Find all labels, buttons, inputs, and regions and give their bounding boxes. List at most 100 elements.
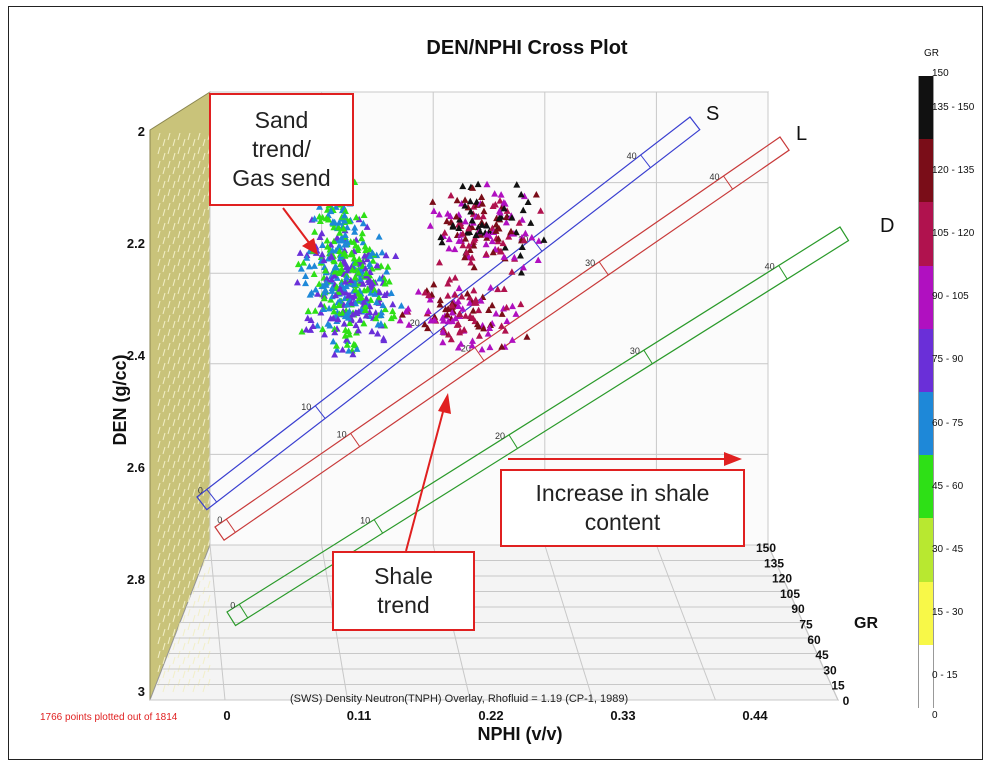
data-point: [335, 219, 343, 226]
x-tick-label: 0.22: [478, 708, 503, 723]
wall-hatch-mark: [167, 524, 171, 533]
wall-hatch-mark: [197, 412, 201, 421]
data-point: [336, 247, 344, 255]
shale-arrow: [405, 407, 445, 552]
lithology-tick-label: 10: [301, 402, 311, 412]
shale-content-line-2: content: [584, 509, 661, 535]
data-point: [454, 302, 462, 309]
data-point: [376, 288, 384, 296]
data-point: [508, 214, 516, 221]
wall-hatch-mark: [167, 622, 171, 631]
data-point: [336, 285, 344, 292]
data-point: [352, 321, 360, 329]
wall-hatch-mark: [157, 286, 161, 295]
wall-hatch-mark: [197, 160, 201, 169]
data-point: [374, 320, 382, 328]
wall-hatch-mark: [182, 404, 186, 413]
data-point: [482, 240, 490, 248]
data-point: [366, 268, 374, 276]
wall-hatch-mark: [182, 236, 186, 245]
data-point: [439, 338, 447, 346]
wall-hatch-mark: [172, 292, 176, 301]
wall-hatch-mark: [182, 320, 186, 329]
wall-hatch-mark: [192, 684, 196, 693]
wall-hatch-mark: [177, 328, 181, 337]
wall-hatch-mark: [197, 566, 201, 575]
data-point: [470, 203, 478, 210]
wall-hatch-mark: [192, 670, 196, 679]
data-point: [319, 325, 327, 333]
data-point: [469, 314, 477, 321]
data-point: [302, 279, 310, 287]
data-point: [351, 224, 359, 231]
wall-hatch-mark: [172, 222, 176, 231]
wall-hatch-mark: [197, 244, 201, 253]
wall-hatch-mark: [177, 538, 181, 547]
wall-hatch-mark: [172, 684, 176, 693]
data-point: [421, 289, 429, 296]
wall-hatch-mark: [172, 418, 176, 427]
data-point: [470, 241, 478, 249]
wall-hatch-mark: [172, 558, 176, 567]
legend-bin-label: 45 - 60: [932, 480, 964, 492]
wall-hatch-mark: [162, 320, 166, 329]
data-point: [348, 249, 356, 257]
wall-hatch-mark: [172, 502, 176, 511]
wall-hatch-mark: [177, 524, 181, 533]
data-point: [519, 263, 527, 271]
data-point: [332, 342, 340, 349]
wall-hatch-mark: [157, 174, 161, 183]
data-point: [444, 279, 452, 287]
data-point: [387, 289, 395, 297]
wall-hatch-mark: [182, 194, 186, 203]
data-point: [359, 280, 367, 287]
wall-hatch-mark: [182, 222, 186, 231]
data-point: [466, 293, 474, 301]
data-point: [486, 324, 494, 331]
wall-hatch-mark: [162, 684, 166, 693]
wall-hatch-mark: [202, 418, 206, 427]
wall-hatch-mark: [157, 454, 161, 463]
data-point: [503, 303, 511, 311]
wall-hatch-mark: [172, 670, 176, 679]
data-point: [383, 267, 391, 275]
data-point: [360, 319, 368, 327]
x-tick-label: 0.33: [610, 708, 635, 723]
lithology-tick-label: 30: [585, 258, 595, 268]
data-point: [313, 322, 321, 329]
wall-hatch-mark: [157, 594, 161, 603]
wall-hatch-mark: [192, 488, 196, 497]
data-point: [376, 275, 384, 282]
data-point: [347, 276, 355, 284]
wall-hatch-mark: [197, 468, 201, 477]
wall-hatch-mark: [197, 132, 201, 141]
data-point: [480, 207, 488, 215]
wall-hatch-mark: [162, 502, 166, 511]
data-point: [500, 199, 508, 206]
wall-hatch-mark: [167, 412, 171, 421]
wall-hatch-mark: [162, 572, 166, 581]
wall-hatch-mark: [177, 230, 181, 239]
data-point: [333, 234, 341, 241]
wall-hatch-mark: [162, 670, 166, 679]
wall-hatch-mark: [167, 188, 171, 197]
wall-hatch-mark: [182, 628, 186, 637]
data-point: [341, 207, 349, 214]
data-point: [429, 198, 437, 205]
wall-hatch-mark: [182, 474, 186, 483]
wall-hatch-mark: [162, 586, 166, 595]
data-point: [473, 320, 481, 328]
data-point: [459, 182, 467, 190]
lithology-tick: [350, 433, 361, 447]
wall-hatch-mark: [172, 628, 176, 637]
wall-hatch-mark: [187, 440, 191, 449]
data-point: [328, 287, 336, 294]
legend-swatch: [918, 581, 934, 645]
data-point: [461, 253, 469, 261]
lithology-tick: [723, 175, 734, 190]
wall-hatch-mark: [157, 356, 161, 365]
data-point: [455, 220, 463, 228]
data-point: [457, 340, 465, 347]
wall-hatch-mark: [172, 376, 176, 385]
wall-hatch-mark: [192, 278, 196, 287]
